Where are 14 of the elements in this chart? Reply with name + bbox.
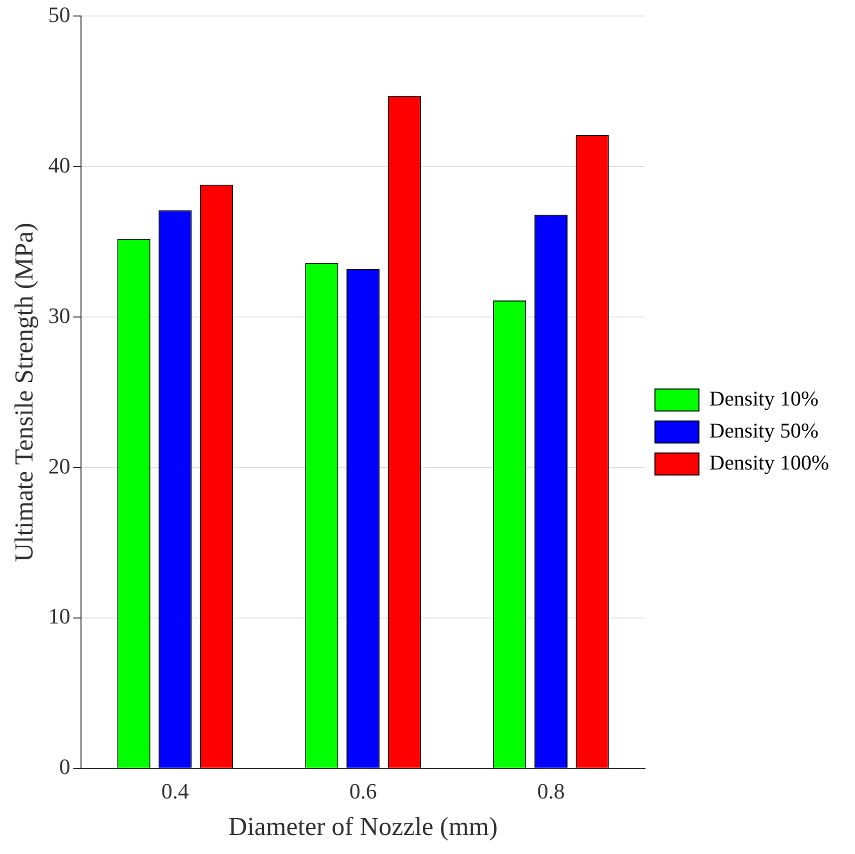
y-tick-label: 30 xyxy=(48,302,70,328)
y-tick-label: 50 xyxy=(48,2,70,27)
y-tick-label: 0 xyxy=(59,754,70,780)
legend-label: Density 50% xyxy=(709,418,819,443)
legend-label: Density 10% xyxy=(709,386,819,411)
legend-label: Density 100% xyxy=(709,450,830,475)
x-axis-title: Diameter of Nozzle (mm) xyxy=(228,812,498,842)
y-tick-label: 20 xyxy=(48,453,70,478)
x-tick-label: 0.4 xyxy=(161,778,189,804)
x-tick-label: 0.6 xyxy=(349,778,377,804)
x-tick-label: 0.8 xyxy=(537,778,565,804)
y-axis-title: Ultimate Tensile Strength (MPa) xyxy=(9,222,38,562)
y-tick-label: 40 xyxy=(48,152,70,178)
y-tick-label: 10 xyxy=(48,604,70,629)
